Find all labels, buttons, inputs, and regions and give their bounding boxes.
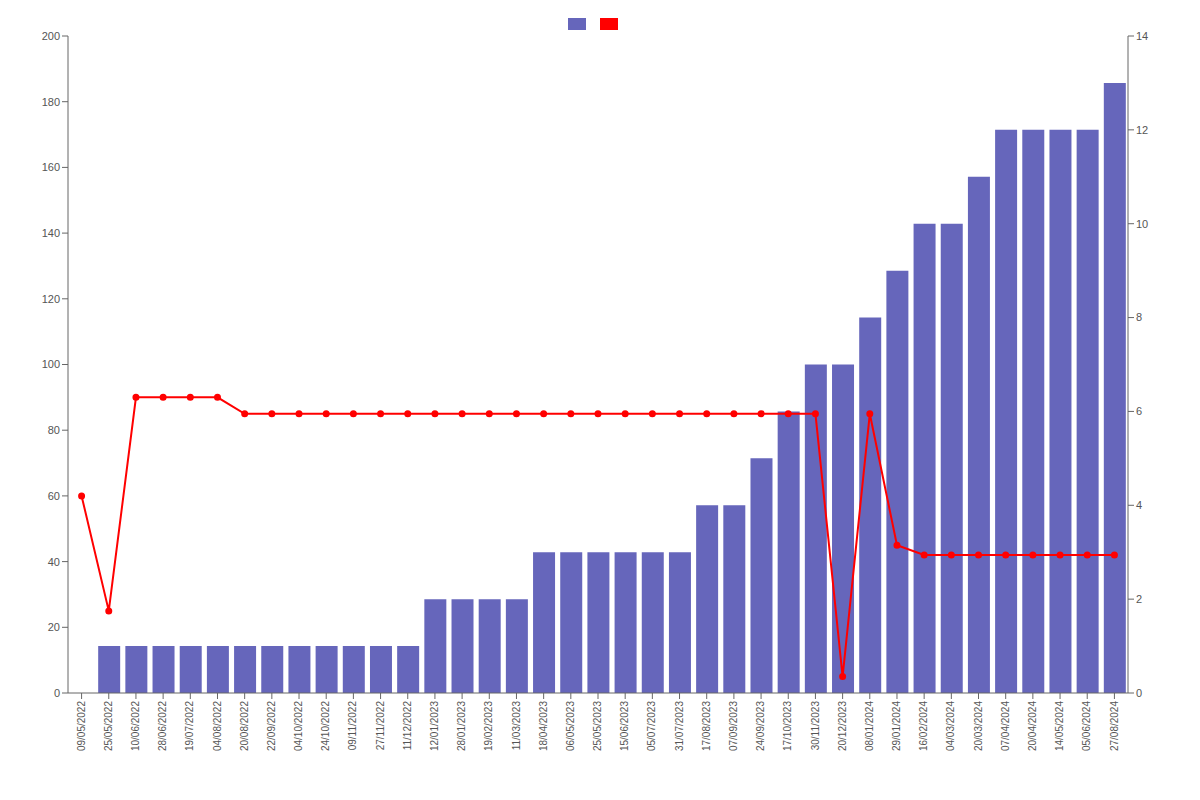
svg-text:19/07/2022: 19/07/2022 xyxy=(184,701,195,751)
svg-text:24/10/2022: 24/10/2022 xyxy=(320,701,331,751)
svg-text:04/03/2024: 04/03/2024 xyxy=(945,701,956,751)
svg-text:20/12/2023: 20/12/2023 xyxy=(837,701,848,751)
svg-text:100: 100 xyxy=(42,358,60,370)
svg-text:200: 200 xyxy=(42,30,60,42)
svg-text:20/08/2022: 20/08/2022 xyxy=(239,701,250,751)
svg-text:06/05/2023: 06/05/2023 xyxy=(565,701,576,751)
svg-text:80: 80 xyxy=(48,424,60,436)
svg-text:27/08/2024: 27/08/2024 xyxy=(1109,701,1120,751)
svg-text:07/04/2024: 07/04/2024 xyxy=(1000,701,1011,751)
svg-text:160: 160 xyxy=(42,161,60,173)
svg-text:07/09/2023: 07/09/2023 xyxy=(728,701,739,751)
svg-text:17/08/2023: 17/08/2023 xyxy=(701,701,712,751)
svg-text:09/05/2022: 09/05/2022 xyxy=(76,701,87,751)
svg-text:31/07/2023: 31/07/2023 xyxy=(674,701,685,751)
svg-text:20/03/2024: 20/03/2024 xyxy=(973,701,984,751)
svg-text:28/01/2023: 28/01/2023 xyxy=(456,701,467,751)
svg-text:27/11/2022: 27/11/2022 xyxy=(375,701,386,751)
svg-text:04/10/2022: 04/10/2022 xyxy=(293,701,304,751)
svg-text:0: 0 xyxy=(1136,687,1142,699)
svg-text:04/08/2022: 04/08/2022 xyxy=(212,701,223,751)
svg-text:25/05/2023: 25/05/2023 xyxy=(592,701,603,751)
svg-text:11/12/2022: 11/12/2022 xyxy=(402,701,413,751)
svg-text:22/09/2022: 22/09/2022 xyxy=(266,701,277,751)
svg-text:09/11/2022: 09/11/2022 xyxy=(347,701,358,751)
svg-text:180: 180 xyxy=(42,96,60,108)
svg-text:20/04/2024: 20/04/2024 xyxy=(1027,701,1038,751)
svg-text:10/06/2022: 10/06/2022 xyxy=(130,701,141,751)
svg-text:05/06/2024: 05/06/2024 xyxy=(1081,701,1092,751)
svg-text:10: 10 xyxy=(1136,218,1148,230)
svg-text:17/10/2023: 17/10/2023 xyxy=(782,701,793,751)
svg-text:24/09/2023: 24/09/2023 xyxy=(755,701,766,751)
svg-text:0: 0 xyxy=(54,687,60,699)
svg-text:140: 140 xyxy=(42,227,60,239)
svg-text:8: 8 xyxy=(1136,311,1142,323)
svg-text:4: 4 xyxy=(1136,499,1142,511)
svg-text:120: 120 xyxy=(42,293,60,305)
svg-text:14: 14 xyxy=(1136,30,1148,42)
svg-text:11/03/2023: 11/03/2023 xyxy=(511,701,522,751)
svg-text:28/06/2022: 28/06/2022 xyxy=(157,701,168,751)
svg-text:20: 20 xyxy=(48,621,60,633)
svg-text:29/01/2024: 29/01/2024 xyxy=(891,701,902,751)
svg-text:08/01/2024: 08/01/2024 xyxy=(864,701,875,751)
svg-text:60: 60 xyxy=(48,490,60,502)
svg-text:18/04/2023: 18/04/2023 xyxy=(538,701,549,751)
svg-text:15/06/2023: 15/06/2023 xyxy=(619,701,630,751)
svg-text:16/02/2024: 16/02/2024 xyxy=(918,701,929,751)
svg-text:05/07/2023: 05/07/2023 xyxy=(646,701,657,751)
svg-text:14/05/2024: 14/05/2024 xyxy=(1054,701,1065,751)
svg-text:2: 2 xyxy=(1136,593,1142,605)
svg-text:25/05/2022: 25/05/2022 xyxy=(103,701,114,751)
svg-text:6: 6 xyxy=(1136,405,1142,417)
svg-text:12: 12 xyxy=(1136,124,1148,136)
svg-text:12/01/2023: 12/01/2023 xyxy=(429,701,440,751)
svg-text:30/11/2023: 30/11/2023 xyxy=(810,701,821,751)
svg-text:40: 40 xyxy=(48,556,60,568)
svg-text:19/02/2023: 19/02/2023 xyxy=(483,701,494,751)
